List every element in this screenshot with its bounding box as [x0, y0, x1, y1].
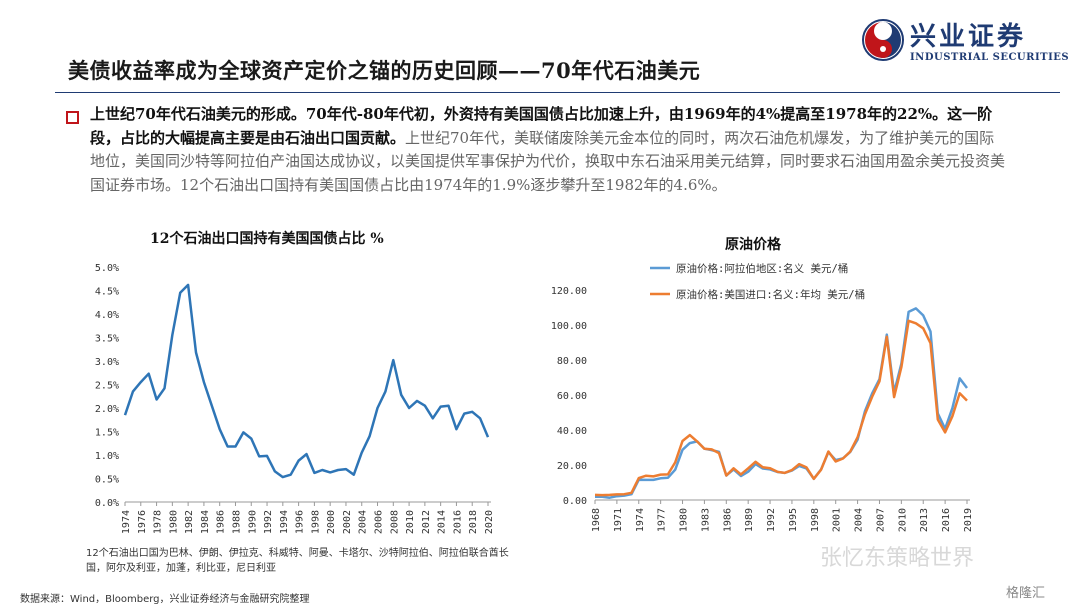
- chart1-x-tick-label: 2002: [342, 510, 353, 534]
- chart1-y-tick-label: 1.5%: [95, 428, 119, 439]
- chart1-y-tick-label: 2.5%: [95, 381, 119, 392]
- chart1-x-tick-label: 1986: [216, 510, 227, 534]
- chart1-y-tick-label: 0.0%: [95, 498, 119, 509]
- chart1-x-tick-label: 2004: [358, 510, 369, 534]
- chart1-series-line: [123, 283, 490, 479]
- chart2-x-tick-label: 1992: [766, 508, 777, 532]
- chart2-legend-label-1: 原油价格:阿拉伯地区:名义 美元/桶: [676, 262, 848, 275]
- chart1-y-tick-label: 4.0%: [95, 310, 119, 321]
- chart2-series-line-2: [594, 319, 968, 497]
- chart1-x-tick-label: 2010: [405, 510, 416, 534]
- chart2-oil-price: 0.00 20.00 40.00 60.00 80.00 100.00 120.00 1968…: [551, 262, 974, 532]
- chart2-y-tick-label: 40.00: [557, 426, 587, 437]
- chart2-y-tick-label: 20.00: [557, 461, 587, 472]
- chart1-y-tick-label: 3.5%: [95, 334, 119, 345]
- chart2-x-tick-label: 1977: [657, 508, 668, 532]
- logo-mark-icon: [862, 19, 904, 61]
- chart1-x-tick-label: 2014: [437, 510, 448, 534]
- chart1-x-tick-label: 1984: [200, 510, 211, 534]
- chart2-series-line-1: [595, 307, 968, 499]
- bullet-square-icon: [66, 111, 79, 124]
- logo-chinese-name: 兴业证券: [910, 22, 1027, 52]
- page-title: 美债收益率成为全球资产定价之锚的历史回顾——70年代石油美元: [68, 58, 701, 83]
- chart1-y-tick-label: 5.0%: [95, 263, 119, 274]
- chart2-x-tick-label: 1971: [613, 508, 624, 532]
- chart1-x-tick-label: 1978: [153, 510, 164, 534]
- chart2-x-tick-label: 1983: [700, 508, 711, 532]
- chart1-x-tick-label: 1996: [295, 510, 306, 534]
- brand-mark: 格隆汇: [1006, 586, 1046, 601]
- chart1-x-tick-label: 2000: [326, 510, 337, 534]
- chart2-y-tick-label: 60.00: [557, 391, 587, 402]
- chart2-x-tick-label: 2013: [919, 508, 930, 532]
- chart1-x-tick-label: 2012: [421, 510, 432, 534]
- chart1-x-tick-label: 2018: [468, 510, 479, 534]
- chart2-x-tick-label: 2019: [963, 508, 974, 532]
- chart2-x-tick-label: 1980: [679, 508, 690, 532]
- chart2-x-tick-label: 2004: [854, 508, 865, 532]
- chart1-y-tick-label: 1.0%: [95, 451, 119, 462]
- chart1-x-tick-label: 1992: [263, 510, 274, 534]
- chart2-x-tick-label: 1968: [591, 508, 602, 532]
- chart2-legend-label-2: 原油价格:美国进口:名义:年均 美元/桶: [676, 288, 865, 301]
- chart2-x-tick-label: 2007: [875, 508, 886, 532]
- summary-normal-text: 上世纪70年代，美联储废除美元金本位的同时，两次石油危机爆发，为了维护美元的国际…: [90, 128, 1006, 194]
- chart2-y-tick-label: 120.00: [551, 286, 587, 297]
- chart2-x-tick-label: 1998: [810, 508, 821, 532]
- chart2-y-tick-label: 100.00: [551, 321, 587, 332]
- chart1-y-tick-label: 0.5%: [95, 475, 119, 486]
- chart1-y-tick-label: 4.5%: [95, 287, 119, 298]
- watermark: 张忆东策略世界: [820, 546, 975, 571]
- chart1-y-tick-label: 2.0%: [95, 404, 119, 415]
- chart1-y-tick-label: 3.0%: [95, 357, 119, 368]
- chart1-x-tick-label: 1994: [279, 510, 290, 534]
- chart1-x-tick-label: 2016: [452, 510, 463, 534]
- chart1-x-tick-label: 1982: [184, 510, 195, 534]
- chart2-title: 原油价格: [725, 237, 781, 253]
- summary-paragraph: 上世纪70年代石油美元的形成。70年代-80年代初，外资持有美国国债占比加速上升…: [90, 103, 1005, 197]
- chart1-x-tick-label: 1998: [310, 510, 321, 534]
- chart2-x-tick-label: 1995: [788, 508, 799, 532]
- chart1-x-tick-label: 1976: [137, 510, 148, 534]
- logo-english-name: INDUSTRIAL SECURITIES: [910, 52, 1070, 63]
- chart1-footnote: 12个石油出口国为巴林、伊朗、伊拉克、科威特、阿曼、卡塔尔、沙特阿拉伯、阿拉伯联…: [86, 548, 509, 574]
- chart1-x-tick-label: 1974: [121, 510, 132, 534]
- chart2-x-tick-label: 1989: [744, 508, 755, 532]
- chart1-x-tick-label: 1980: [168, 510, 179, 534]
- title-divider: [55, 92, 1060, 93]
- chart2-x-tick-label: 2001: [832, 508, 843, 532]
- company-logo: 兴业证券 INDUSTRIAL SECURITIES: [858, 14, 1070, 66]
- chart1-x-tick-label: 2006: [374, 510, 385, 534]
- chart2-x-tick-label: 1974: [635, 508, 646, 532]
- chart2-x-tick-label: 2010: [897, 508, 908, 532]
- chart1-x-tick-label: 2020: [484, 510, 495, 534]
- data-source: 数据来源：Wind，Bloomberg，兴业证券经济与金融研究院整理: [20, 594, 310, 605]
- chart1-x-tick-label: 1988: [231, 510, 242, 534]
- chart2-x-tick-label: 2016: [941, 508, 952, 532]
- chart2-y-tick-label: 0.00: [563, 496, 587, 507]
- chart2-y-tick-label: 80.00: [557, 356, 587, 367]
- summary-bold-text: 上世纪70年代石油美元的形成。70年代-80年代初，外资持有美国国债占比加速上升…: [90, 105, 993, 147]
- chart1-title: 12个石油出口国持有美国国债占比 %: [150, 231, 384, 247]
- chart1-x-tick-label: 2008: [389, 510, 400, 534]
- chart1-holdings-share: 0.0% 0.5% 1.0% 1.5% 2.0% 2.5% 3.0% 3.5% 4.0% 4.5%…: [95, 263, 495, 534]
- chart1-x-tick-label: 1990: [247, 510, 258, 534]
- chart2-x-tick-label: 1986: [722, 508, 733, 532]
